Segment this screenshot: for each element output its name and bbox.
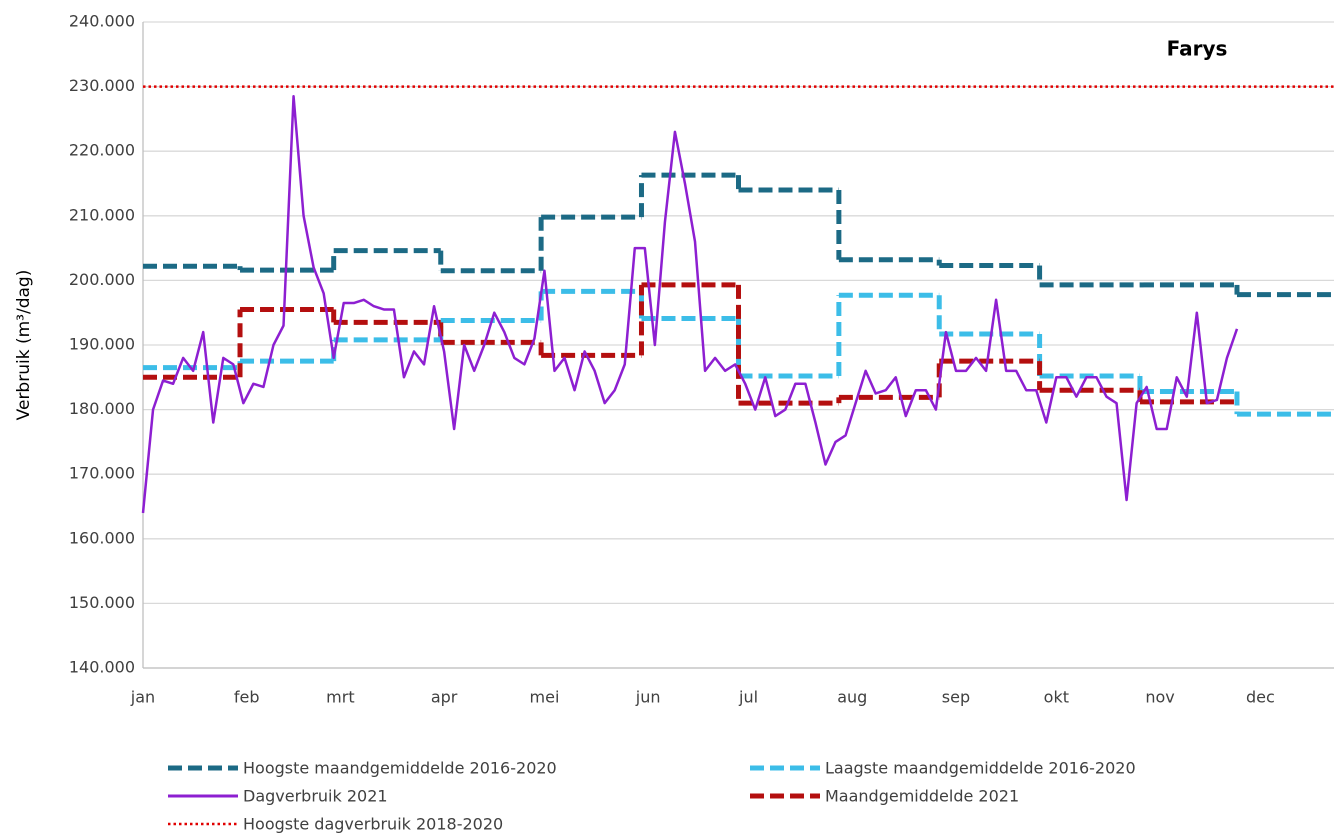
x-tick-label: jan: [130, 688, 155, 707]
y-tick-label: 140.000: [69, 658, 135, 677]
x-tick-label: jul: [738, 688, 758, 707]
y-tick-label: 180.000: [69, 399, 135, 418]
legend-label: Hoogste maandgemiddelde 2016-2020: [243, 759, 557, 778]
x-tick-label: dec: [1246, 688, 1275, 707]
x-tick-label: mrt: [326, 688, 354, 707]
legend-label: Hoogste dagverbruik 2018-2020: [243, 815, 503, 834]
y-tick-label: 230.000: [69, 76, 135, 95]
y-tick-label: 170.000: [69, 464, 135, 483]
x-tick-label: feb: [234, 688, 260, 707]
legend-label: Dagverbruik 2021: [243, 787, 388, 806]
y-axis-label: Verbruik (m³/dag): [14, 270, 34, 421]
y-tick-label: 210.000: [69, 205, 135, 224]
y-tick-label: 240.000: [69, 12, 135, 31]
x-tick-label: mei: [530, 688, 560, 707]
x-tick-label: aug: [837, 688, 867, 707]
x-tick-label: apr: [431, 688, 458, 707]
x-tick-label: okt: [1044, 688, 1069, 707]
x-tick-label: nov: [1145, 688, 1174, 707]
x-tick-label: jun: [635, 688, 661, 707]
legend-label: Maandgemiddelde 2021: [825, 787, 1019, 806]
legend-label: Laagste maandgemiddelde 2016-2020: [825, 759, 1136, 778]
y-tick-label: 150.000: [69, 593, 135, 612]
y-tick-label: 200.000: [69, 270, 135, 289]
x-tick-label: sep: [942, 688, 970, 707]
daily-line: [141, 95, 1239, 514]
y-tick-label: 190.000: [69, 335, 135, 354]
y-tick-label: 220.000: [69, 141, 135, 160]
chart-title: Farys: [1167, 37, 1228, 61]
y-tick-label: 160.000: [69, 528, 135, 547]
